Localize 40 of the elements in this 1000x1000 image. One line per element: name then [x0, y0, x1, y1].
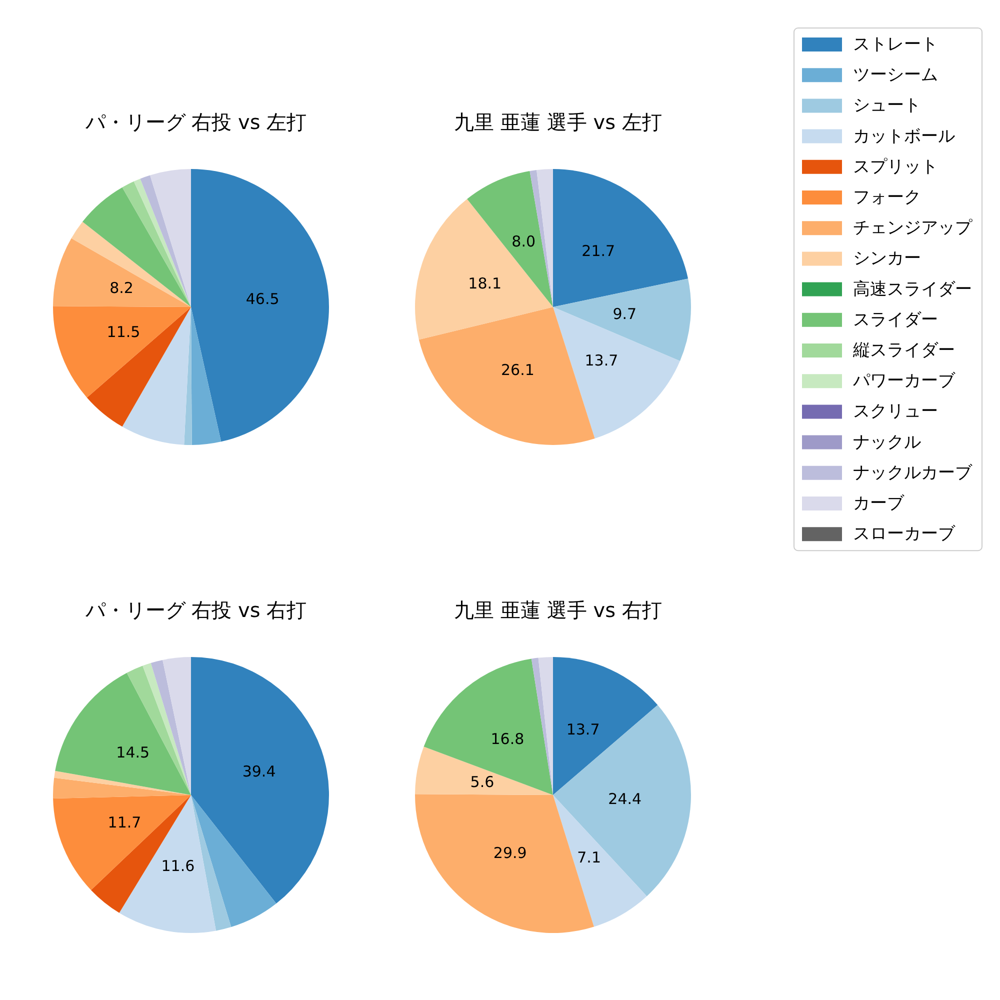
data-label: 39.4: [242, 762, 276, 780]
data-label: 11.6: [161, 856, 195, 875]
data-label: 8.2: [110, 279, 134, 298]
legend-label: ナックル: [853, 432, 921, 452]
legend-label: 縦スライダー: [852, 340, 955, 360]
legend-label: カーブ: [853, 494, 905, 514]
data-label: 11.5: [106, 323, 140, 342]
legend-label: チェンジアップ: [853, 218, 973, 238]
legend-label: 高速スライダー: [853, 279, 972, 300]
legend-label: シュート: [853, 96, 921, 116]
legend-label: ストレート: [853, 34, 938, 54]
data-label: 11.7: [108, 814, 142, 832]
data-label: 7.1: [577, 848, 601, 866]
data-label: 21.7: [582, 242, 616, 260]
legend-label: フォーク: [853, 188, 921, 208]
legend-label: カットボール: [853, 126, 955, 146]
chart-title: パ・リーグ 右投 vs 右打: [84, 598, 307, 622]
legend-label: パワーカーブ: [852, 371, 956, 392]
legend-label: ツーシーム: [853, 65, 938, 86]
text: 九里 亜蓮 選手 vs 左打: [454, 110, 662, 134]
data-label: 18.1: [468, 274, 502, 293]
legend-label: ナックルカーブ: [853, 462, 973, 483]
chart-title: パ・リーグ 右投 vs 左打: [84, 110, 307, 134]
data-label: 13.7: [566, 720, 600, 739]
legend-label: スプリット: [853, 156, 938, 177]
legend-label: スライダー: [853, 310, 938, 330]
data-label: 9.7: [612, 305, 637, 323]
chart-title: 九里 亜蓮 選手 vs 右打: [454, 598, 662, 622]
data-label: 24.4: [608, 790, 642, 808]
data-label: 8.0: [512, 232, 536, 250]
data-label: 5.6: [470, 772, 494, 791]
data-label: 16.8: [490, 730, 524, 748]
legend-label: スクリュー: [853, 402, 938, 422]
data-label: 26.1: [501, 360, 534, 379]
legend-label: スローカーブ: [853, 524, 956, 544]
data-label: 46.5: [246, 290, 280, 308]
data-label: 14.5: [116, 743, 150, 762]
data-label: 13.7: [584, 351, 618, 370]
legend-label: シンカー: [853, 248, 921, 269]
data-label: 29.9: [493, 844, 527, 862]
